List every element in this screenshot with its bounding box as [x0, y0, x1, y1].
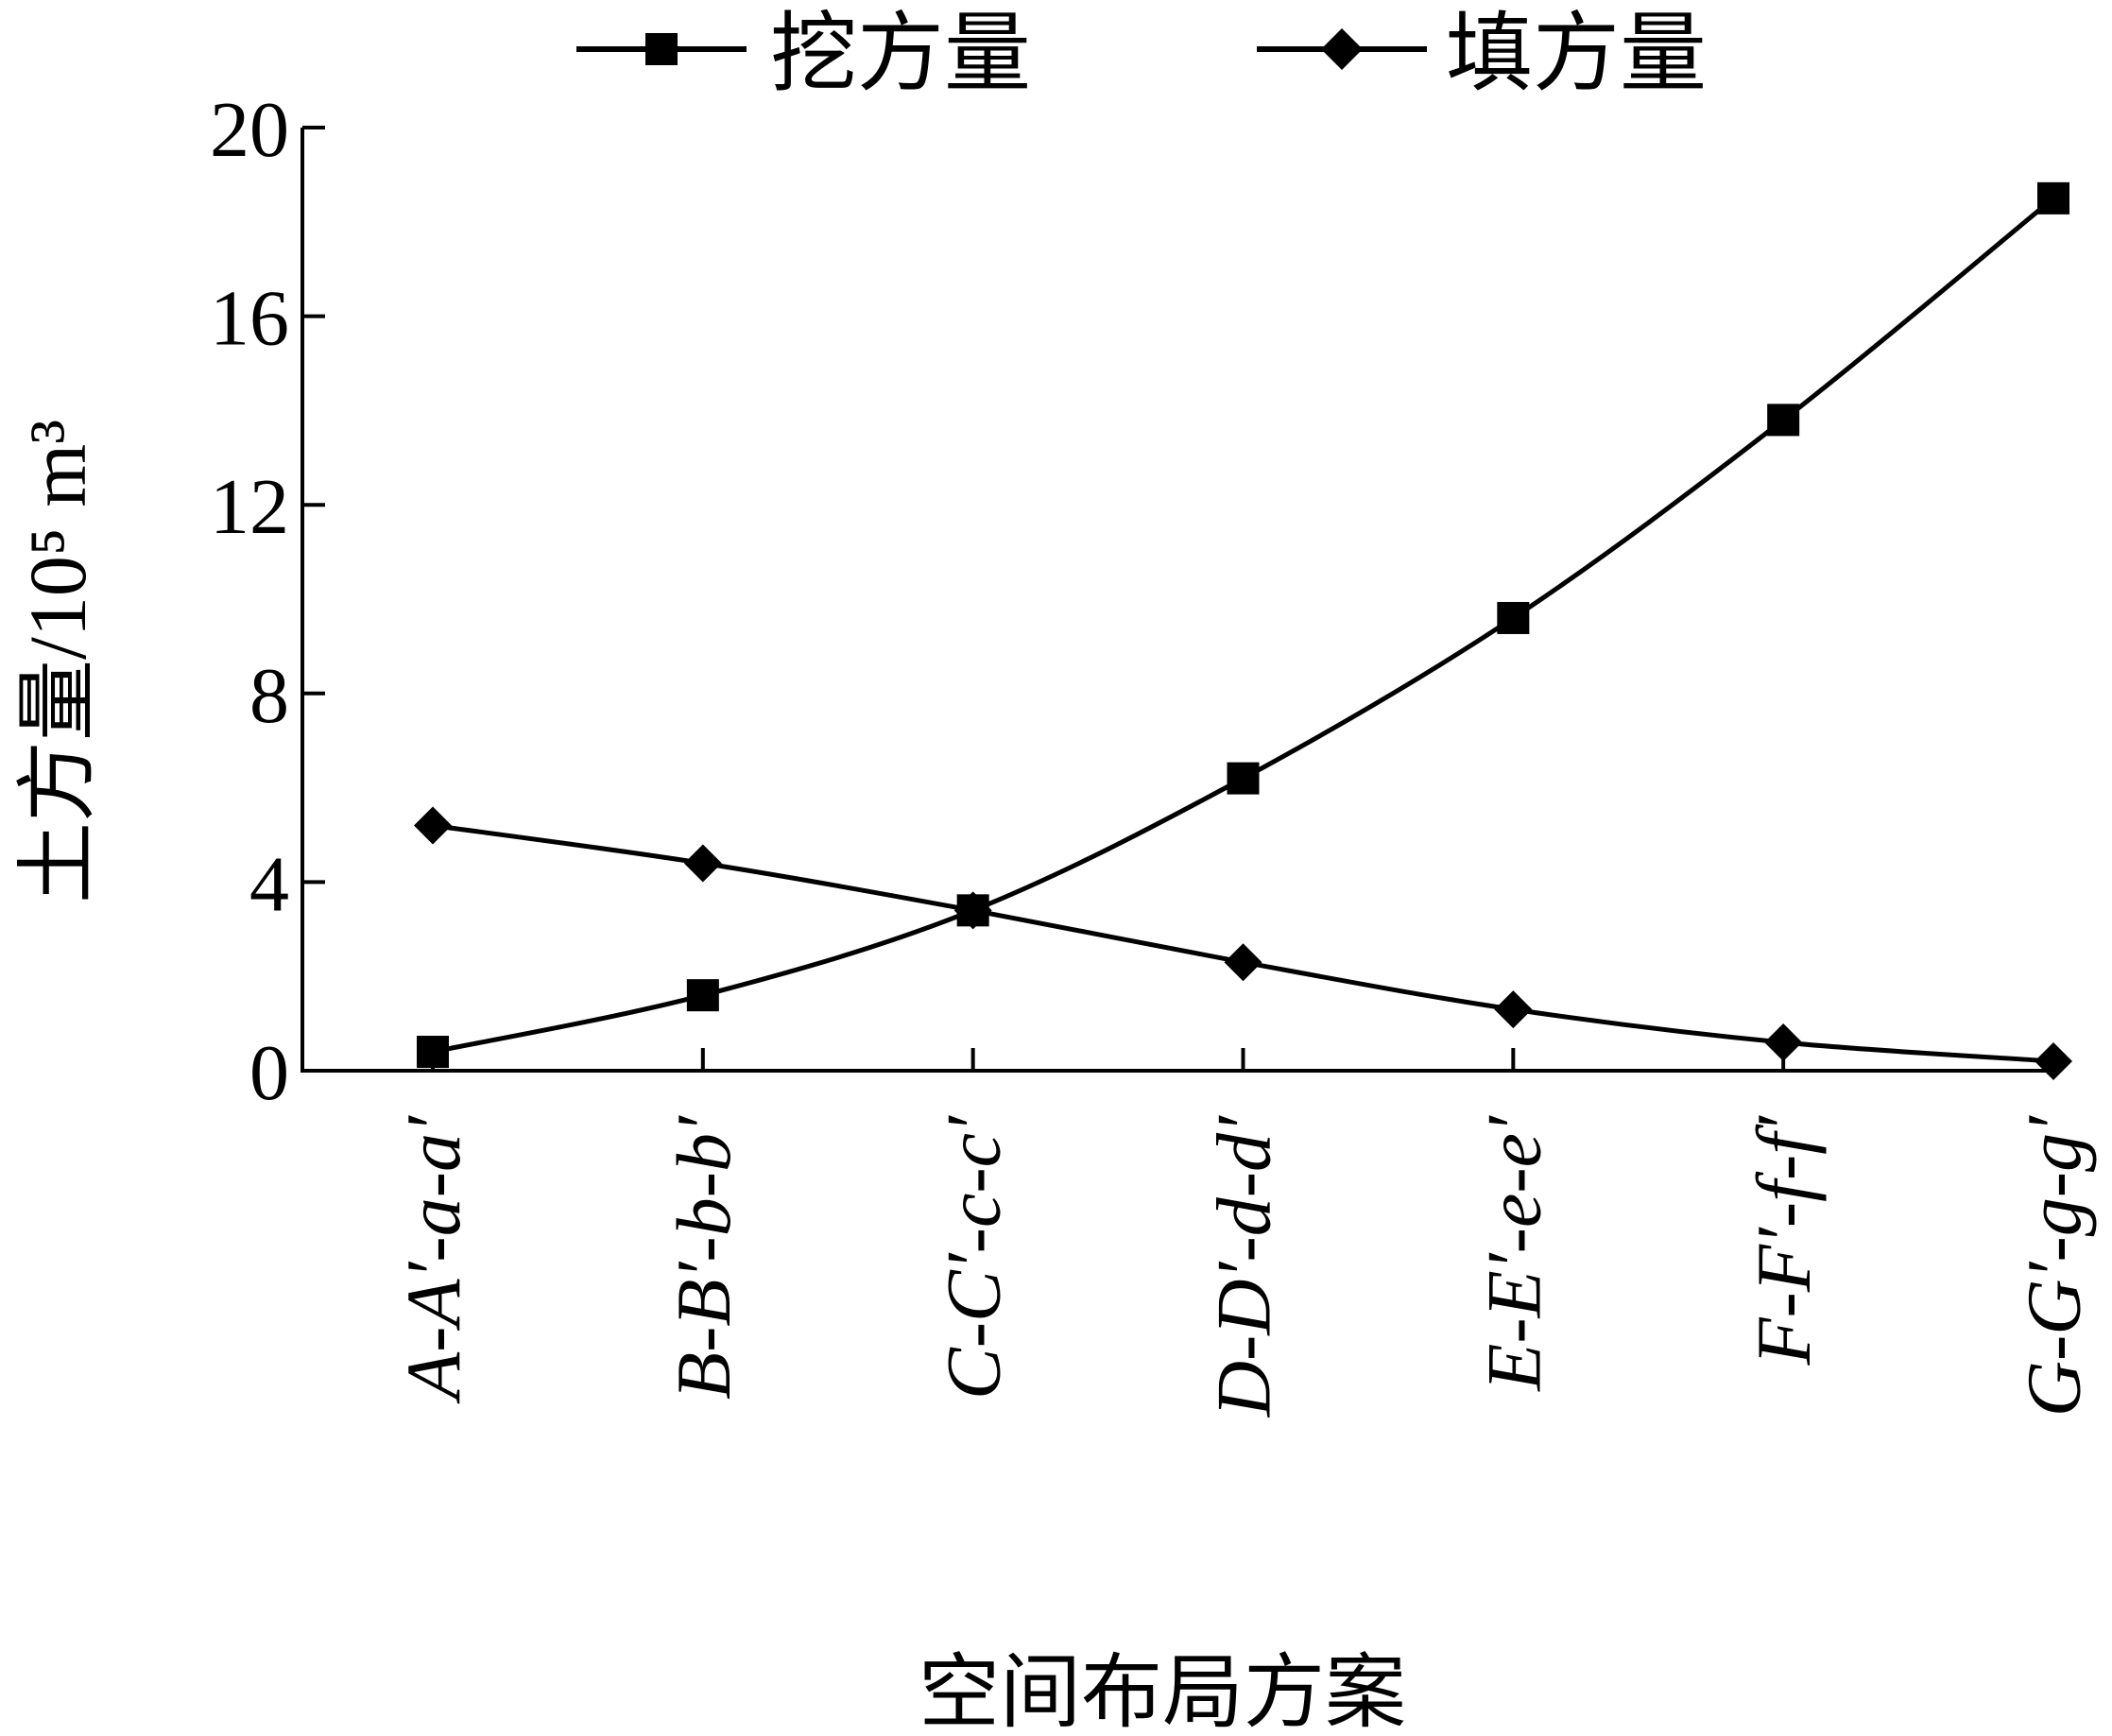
- data-point-fill: [1764, 1023, 1803, 1062]
- data-point-fill: [683, 844, 722, 883]
- data-point-excavation: [2037, 181, 2069, 215]
- data-point-excavation: [1767, 404, 1800, 437]
- x-tick-label: E-E′-e-e′: [1470, 1115, 1556, 1392]
- series-line-excavation: [432, 196, 2055, 1055]
- series-layer: [414, 181, 2072, 1081]
- y-tick-label: 4: [249, 840, 289, 928]
- y-tick-label: 16: [210, 275, 289, 363]
- x-tick-label: B-B′-b-b′: [661, 1115, 747, 1400]
- x-ticks: A-A′-a-a′ B-B′-b-b′ C-C′-c-c′ D-D′-d-d′ E-E′…: [390, 1048, 2097, 1418]
- axes: [300, 128, 2058, 1073]
- data-point-fill: [414, 806, 452, 845]
- data-point-fill: [1224, 943, 1262, 982]
- legend-item-fill: 填方量: [1257, 6, 1707, 102]
- y-tick-label: 12: [210, 463, 289, 551]
- data-point-fill: [953, 891, 992, 930]
- x-tick-label: D-D′-d-d′: [1201, 1115, 1287, 1418]
- x-tick-label: F-F′-f-f′: [1741, 1115, 1827, 1366]
- y-tick-label: 20: [210, 86, 289, 174]
- y-tick-label: 8: [249, 652, 289, 740]
- x-tick-label: A-A′-a-a′: [390, 1115, 476, 1404]
- legend: 挖方量 填方量: [576, 6, 1707, 102]
- legend-label-excavation: 挖方量: [770, 6, 1031, 102]
- data-point-fill: [2035, 1042, 2072, 1081]
- data-point-excavation: [686, 979, 719, 1012]
- x-axis-title: 空间布局方案: [919, 1647, 1406, 1736]
- data-point-excavation: [1227, 762, 1260, 795]
- data-point-excavation: [1497, 601, 1530, 634]
- y-tick-label: 0: [249, 1029, 289, 1117]
- legend-marker-square: [645, 33, 678, 65]
- legend-marker-diamond: [1321, 28, 1363, 70]
- x-tick-label: G-G′-g-g′: [2011, 1115, 2097, 1417]
- data-point-fill: [1494, 990, 1533, 1029]
- legend-label-fill: 填方量: [1446, 6, 1707, 102]
- y-ticks: 0 4 8 12 16 20: [210, 86, 325, 1117]
- legend-item-excavation: 挖方量: [576, 6, 1031, 102]
- data-point-excavation: [417, 1036, 449, 1069]
- x-tick-label: C-C′-c-c′: [931, 1115, 1017, 1400]
- y-axis-title: 土方量/10⁵ m³: [12, 420, 103, 903]
